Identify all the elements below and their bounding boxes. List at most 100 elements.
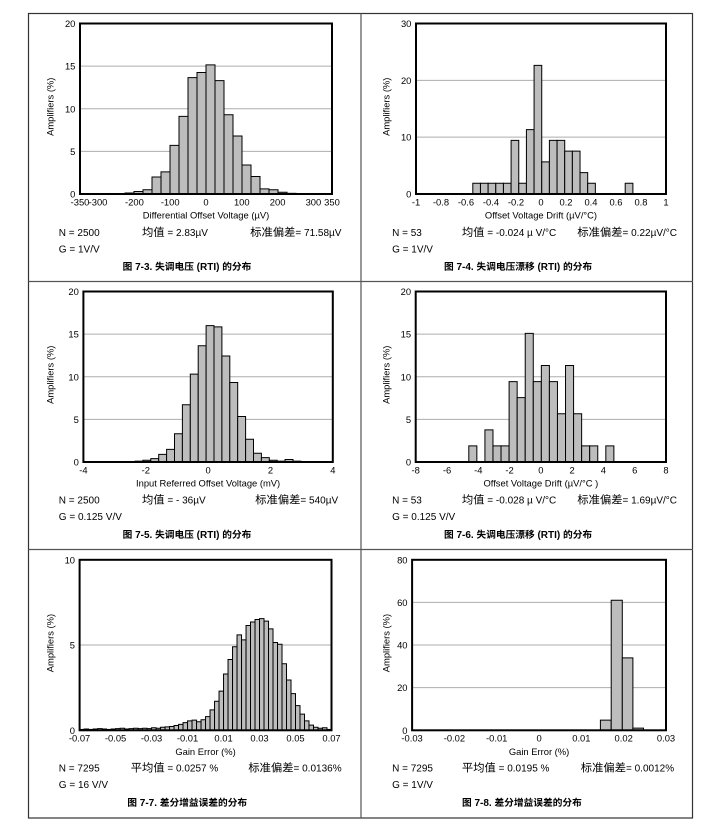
svg-text:0.03: 0.03: [657, 733, 675, 744]
svg-text:Gain Error (%): Gain Error (%): [175, 746, 235, 757]
svg-text:0: 0: [205, 464, 210, 475]
svg-text:0: 0: [406, 457, 411, 468]
svg-text:20: 20: [401, 75, 411, 86]
svg-text:0: 0: [538, 196, 543, 207]
svg-text:-6: -6: [443, 464, 451, 475]
svg-text:10: 10: [65, 554, 75, 565]
svg-text:350: 350: [324, 196, 340, 207]
svg-text:-0.8: -0.8: [433, 196, 449, 207]
svg-text:0.01: 0.01: [572, 733, 590, 744]
svg-text:= -0.028 µ V/°C: = -0.028 µ V/°C: [485, 496, 557, 507]
svg-text:200: 200: [270, 196, 286, 207]
svg-text:7-5.: 7-5.: [132, 530, 155, 541]
svg-text:N = 2500: N = 2500: [59, 228, 100, 239]
svg-text:N = 7295: N = 7295: [392, 764, 433, 775]
svg-text:100: 100: [234, 196, 250, 207]
svg-text:20: 20: [68, 286, 78, 297]
svg-text:0: 0: [70, 189, 75, 200]
svg-text:= 0.22µV/°C: = 0.22µV/°C: [623, 228, 678, 239]
svg-text:8: 8: [663, 464, 668, 475]
svg-text:-0.6: -0.6: [458, 196, 474, 207]
svg-text:-0.4: -0.4: [483, 196, 499, 207]
svg-text:20: 20: [65, 18, 75, 29]
svg-text:-0.03: -0.03: [141, 733, 162, 744]
svg-text:= 0.0195 %: = 0.0195 %: [496, 764, 550, 775]
svg-text:-100: -100: [161, 196, 180, 207]
svg-text:7-6.: 7-6.: [454, 530, 477, 541]
svg-text:-300: -300: [89, 196, 108, 207]
svg-text:-1: -1: [412, 196, 420, 207]
svg-text:10: 10: [401, 371, 411, 382]
svg-text:-0.01: -0.01: [177, 733, 198, 744]
svg-text:Gain Error (%): Gain Error (%): [509, 746, 569, 757]
svg-text:= 540µV: = 540µV: [300, 496, 338, 507]
svg-text:2: 2: [570, 464, 575, 475]
svg-text:= 71.58µV: = 71.58µV: [295, 228, 341, 239]
svg-text:0: 0: [538, 464, 543, 475]
svg-text:10: 10: [401, 132, 411, 143]
svg-text:0.05: 0.05: [286, 733, 304, 744]
svg-text:6: 6: [632, 464, 637, 475]
svg-text:N = 2500: N = 2500: [59, 496, 100, 507]
svg-text:7-8.: 7-8.: [472, 798, 495, 809]
svg-text:5: 5: [70, 640, 75, 651]
svg-text:N = 7295: N = 7295: [59, 764, 100, 775]
svg-text:2: 2: [268, 464, 273, 475]
svg-text:0.01: 0.01: [214, 733, 232, 744]
svg-text:(RTI): (RTI): [194, 262, 222, 273]
svg-text:0: 0: [70, 725, 75, 736]
svg-text:7-7.: 7-7.: [137, 798, 160, 809]
svg-text:Offset Voltage Drift (µV/°C): Offset Voltage Drift (µV/°C): [485, 210, 597, 221]
svg-text:5: 5: [70, 146, 75, 157]
svg-text:G = 1V/V: G = 1V/V: [392, 245, 433, 256]
svg-text:0: 0: [536, 733, 541, 744]
svg-text:4: 4: [601, 464, 606, 475]
svg-text:(RTI): (RTI): [535, 262, 563, 273]
svg-text:G = 0.125 V/V: G = 0.125 V/V: [59, 512, 122, 523]
svg-text:40: 40: [397, 640, 407, 651]
svg-text:-8: -8: [412, 464, 420, 475]
svg-text:5: 5: [406, 414, 411, 425]
svg-text:-0.2: -0.2: [508, 196, 524, 207]
svg-text:-0.05: -0.05: [105, 733, 126, 744]
svg-text:Amplifiers (%): Amplifiers (%): [381, 78, 392, 136]
svg-text:7-4.: 7-4.: [454, 262, 477, 273]
svg-text:= 0.0257 %: = 0.0257 %: [165, 764, 219, 775]
svg-text:G = 16 V/V: G = 16 V/V: [59, 780, 109, 791]
svg-text:= - 36µV: = - 36µV: [165, 496, 206, 507]
svg-text:0.02: 0.02: [615, 733, 633, 744]
svg-text:Differential Offset Voltage (µ: Differential Offset Voltage (µV): [143, 210, 269, 221]
svg-text:= 1.69µV/°C: = 1.69µV/°C: [623, 496, 678, 507]
svg-text:-200: -200: [125, 196, 144, 207]
svg-text:5: 5: [74, 414, 79, 425]
svg-text:Offset Voltage Drift (µV/°C ): Offset Voltage Drift (µV/°C ): [483, 478, 598, 489]
svg-text:20: 20: [397, 682, 407, 693]
svg-text:1: 1: [663, 196, 668, 207]
svg-text:10: 10: [65, 103, 75, 114]
svg-text:-2: -2: [142, 464, 150, 475]
svg-text:= -0.024 µ V/°C: = -0.024 µ V/°C: [485, 228, 557, 239]
svg-text:= 2.83µV: = 2.83µV: [165, 228, 209, 239]
svg-text:0: 0: [402, 725, 407, 736]
svg-text:0: 0: [74, 457, 79, 468]
svg-text:20: 20: [401, 286, 411, 297]
svg-text:0: 0: [203, 196, 208, 207]
svg-text:G = 1V/V: G = 1V/V: [59, 245, 100, 256]
svg-text:0.03: 0.03: [250, 733, 268, 744]
svg-text:Amplifiers (%): Amplifiers (%): [45, 614, 56, 672]
svg-text:4: 4: [330, 464, 335, 475]
svg-text:30: 30: [401, 18, 411, 29]
svg-text:-0.01: -0.01: [486, 733, 507, 744]
svg-text:(RTI): (RTI): [194, 530, 222, 541]
svg-text:(RTI): (RTI): [535, 530, 563, 541]
svg-text:-2: -2: [505, 464, 513, 475]
svg-text:7-3.: 7-3.: [132, 262, 155, 273]
svg-text:Input Referred Offset Voltage: Input Referred Offset Voltage (mV): [136, 478, 280, 489]
svg-text:= 0.0136%: = 0.0136%: [294, 764, 342, 775]
svg-text:0.2: 0.2: [559, 196, 572, 207]
svg-text:-350: -350: [71, 196, 90, 207]
svg-text:60: 60: [397, 597, 407, 608]
svg-text:10: 10: [68, 371, 78, 382]
svg-text:0.8: 0.8: [634, 196, 647, 207]
svg-text:0.6: 0.6: [609, 196, 622, 207]
